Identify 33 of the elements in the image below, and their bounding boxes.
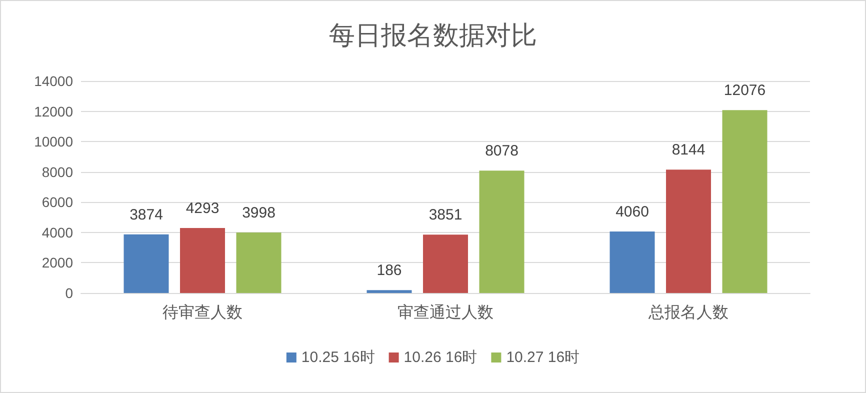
data-label: 8144 (672, 142, 706, 159)
y-tick-label: 0 (65, 285, 74, 301)
bar (236, 232, 282, 293)
legend-label: 10.25 16时 (301, 349, 375, 366)
data-label: 8078 (485, 142, 518, 160)
data-label: 186 (376, 262, 402, 280)
bar (423, 234, 468, 293)
bar (366, 290, 412, 293)
bar (479, 170, 524, 293)
chart-title: 每日报名数据对比 (329, 20, 537, 50)
y-tick-label: 4000 (42, 224, 74, 240)
legend-label: 10.27 16时 (506, 349, 580, 366)
y-tick-label: 8000 (42, 164, 74, 180)
data-label: 12076 (724, 82, 766, 100)
y-tick-label: 14000 (34, 73, 74, 89)
x-tick-label: 审查通过人数 (398, 304, 494, 322)
bar (180, 228, 225, 293)
data-label: 4060 (616, 204, 649, 221)
data-label: 3851 (428, 206, 462, 224)
data-label: 3874 (130, 206, 163, 224)
x-tick-label: 总报名人数 (648, 304, 728, 322)
bar (610, 232, 655, 293)
data-label: 3998 (242, 204, 276, 222)
data-label: 4293 (186, 200, 220, 217)
y-tick-label: 10000 (34, 134, 74, 150)
y-tick-label: 12000 (34, 103, 74, 120)
bar (666, 170, 711, 293)
x-tick-label: 待审查人数 (162, 304, 242, 322)
bar (124, 234, 169, 293)
y-tick-label: 6000 (42, 194, 74, 210)
bar (722, 110, 768, 293)
y-tick-label: 2000 (42, 254, 74, 271)
legend-label: 10.26 16时 (404, 349, 478, 366)
